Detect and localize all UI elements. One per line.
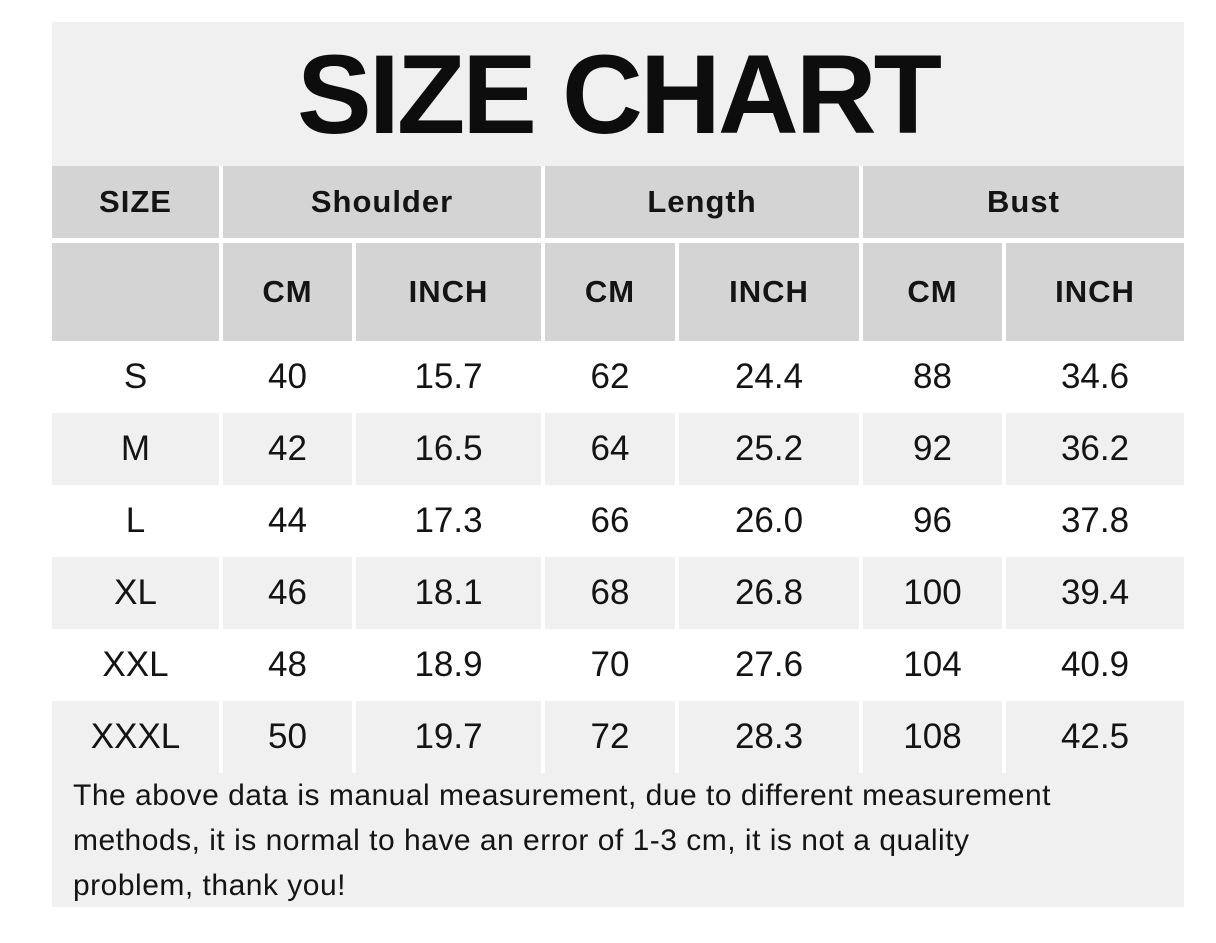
table-cell: 62 xyxy=(545,341,675,413)
table-cell: 24.4 xyxy=(679,341,859,413)
table-cell: 16.5 xyxy=(356,413,541,485)
unit-header-bust-inch: INCH xyxy=(1006,243,1184,341)
table-cell: 15.7 xyxy=(356,341,541,413)
table-cell: 46 xyxy=(223,557,352,629)
table-cell: 108 xyxy=(863,701,1002,773)
unit-header-length-inch: INCH xyxy=(679,243,859,341)
measurement-disclaimer: The above data is manual measurement, du… xyxy=(52,773,1184,907)
table-cell: 34.6 xyxy=(1006,341,1184,413)
table-cell: 64 xyxy=(545,413,675,485)
size-label: L xyxy=(52,485,219,557)
size-label: M xyxy=(52,413,219,485)
unit-header-shoulder-cm: CM xyxy=(223,243,352,341)
table-unit-header-row: CM INCH CM INCH CM INCH xyxy=(52,243,1184,341)
table-cell: 66 xyxy=(545,485,675,557)
table-cell: 28.3 xyxy=(679,701,859,773)
disclaimer-line: methods, it is normal to have an error o… xyxy=(73,823,970,857)
column-header-bust: Bust xyxy=(863,166,1184,238)
title-block: SIZE CHART xyxy=(52,22,1184,166)
table-group-header-row: SIZE Shoulder Length Bust xyxy=(52,166,1184,238)
table-cell: 26.0 xyxy=(679,485,859,557)
table-cell: 36.2 xyxy=(1006,413,1184,485)
page-title: SIZE CHART xyxy=(297,31,942,157)
column-header-shoulder: Shoulder xyxy=(223,166,541,238)
table-cell: 37.8 xyxy=(1006,485,1184,557)
column-header-length: Length xyxy=(545,166,859,238)
unit-header-shoulder-inch: INCH xyxy=(356,243,541,341)
column-header-size: SIZE xyxy=(52,166,219,238)
size-label: XXXL xyxy=(52,701,219,773)
table-cell: 92 xyxy=(863,413,1002,485)
table-row: XXL 48 18.9 70 27.6 104 40.9 xyxy=(52,629,1184,701)
header-row-divider xyxy=(52,238,1184,243)
table-cell: 100 xyxy=(863,557,1002,629)
table-row: XXXL 50 19.7 72 28.3 108 42.5 xyxy=(52,701,1184,773)
table-cell: 19.7 xyxy=(356,701,541,773)
size-label: XL xyxy=(52,557,219,629)
table-cell: 18.1 xyxy=(356,557,541,629)
table-cell: 68 xyxy=(545,557,675,629)
unit-header-bust-cm: CM xyxy=(863,243,1002,341)
size-chart-panel: SIZE CHART SIZE Shoulder Length Bust CM … xyxy=(52,22,1184,907)
size-label: S xyxy=(52,341,219,413)
table-cell: 39.4 xyxy=(1006,557,1184,629)
table-cell: 104 xyxy=(863,629,1002,701)
table-cell: 44 xyxy=(223,485,352,557)
disclaimer-line: problem, thank you! xyxy=(73,868,346,902)
table-cell: 50 xyxy=(223,701,352,773)
size-label: XXL xyxy=(52,629,219,701)
table-row: M 42 16.5 64 25.2 92 36.2 xyxy=(52,413,1184,485)
unit-header-length-cm: CM xyxy=(545,243,675,341)
table-cell: 48 xyxy=(223,629,352,701)
table-cell: 18.9 xyxy=(356,629,541,701)
table-cell: 88 xyxy=(863,341,1002,413)
table-cell: 17.3 xyxy=(356,485,541,557)
table-row: S 40 15.7 62 24.4 88 34.6 xyxy=(52,341,1184,413)
table-cell: 27.6 xyxy=(679,629,859,701)
table-cell: 26.8 xyxy=(679,557,859,629)
table-cell: 40 xyxy=(223,341,352,413)
table-cell: 42.5 xyxy=(1006,701,1184,773)
table-cell: 25.2 xyxy=(679,413,859,485)
table-cell: 70 xyxy=(545,629,675,701)
disclaimer-line: The above data is manual measurement, du… xyxy=(73,778,1051,812)
table-cell: 96 xyxy=(863,485,1002,557)
table-cell: 72 xyxy=(545,701,675,773)
table-cell: 42 xyxy=(223,413,352,485)
table-cell: 40.9 xyxy=(1006,629,1184,701)
table-row: L 44 17.3 66 26.0 96 37.8 xyxy=(52,485,1184,557)
unit-header-empty xyxy=(52,243,219,341)
table-row: XL 46 18.1 68 26.8 100 39.4 xyxy=(52,557,1184,629)
